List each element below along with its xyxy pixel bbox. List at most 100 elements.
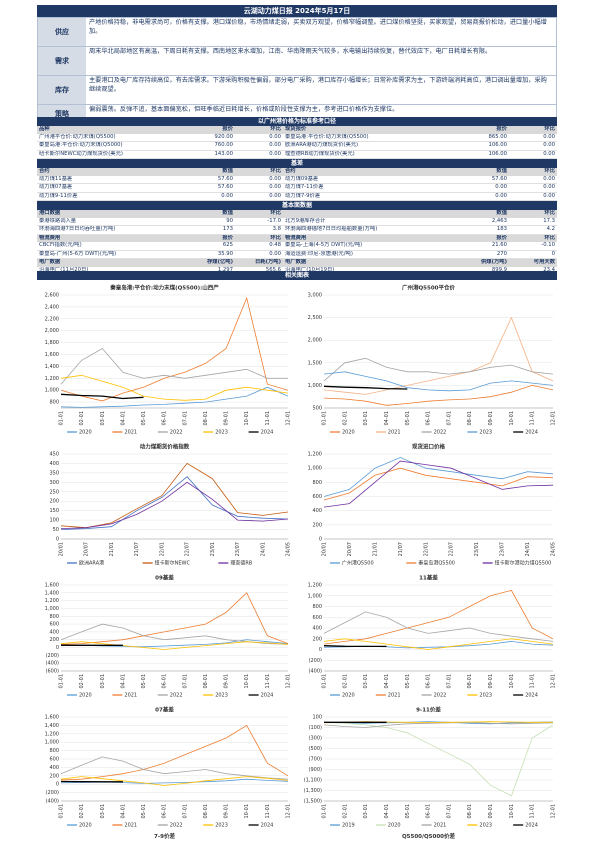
y-tick-label: 400 [312,508,322,514]
series-line [323,385,408,390]
legend-label: 2021 [124,693,137,699]
legend-label: 2023 [479,823,492,829]
footer-chart-title: Q5500/Q5000价差 [402,834,455,840]
header-cell: 电厂数据 [283,258,461,267]
table-cell: 0.00 [269,192,281,199]
table-cell: 0.48 [269,242,281,248]
y-tick-label: (200) [46,790,59,796]
summary-label: 供应 [38,18,86,46]
table-cell: 欧洲ARA港动力煤现货价(美元) [285,142,359,148]
table-cell: 90 [226,217,233,224]
x-tick-label: 11-01 [530,804,536,819]
header-row: 物流费用 报价 环比 物流费用 报价 环比 [37,234,557,242]
y-tick-label: 450 [49,452,59,458]
table-cell: 动力煤11基差 [39,175,73,182]
x-tick-label: 22/01 [159,542,165,556]
table-cell: 0.00 [269,250,281,257]
x-tick-label: 12-01 [551,674,557,689]
x-tick-label: 06-01 [162,674,168,689]
y-tick-label: 2,400 [45,304,59,310]
summary-row: 需求 周末华北局部地区有高温，下周日耗有支撑。西南地区来水增加，江南、华南降雨天气… [38,47,556,76]
x-tick-label: 08-01 [467,674,473,689]
header-cell: 数值 [461,210,509,218]
y-tick-label: 400 [49,765,59,771]
y-tick-label: 100 [312,715,322,721]
table-cell: 0.00 [495,184,507,190]
table-cell: 0.00 [543,175,555,182]
y-tick-label: 1,400 [45,723,59,729]
x-tick-label: 04-01 [120,411,126,426]
table-cell: 57.60 [217,184,233,190]
y-tick-label: 2,500 [308,315,322,321]
header-cell: 可用天数 [509,258,557,267]
x-tick-label: 03-01 [100,411,106,426]
table-row: 纽卡斯尔NEWC动力煤现货价(美元) 143.00 0.00 理查德RB动力煤现货价(… [37,150,557,159]
series-line [60,393,144,400]
legend-label: 2023 [215,823,228,829]
x-tick-label: 09-01 [488,674,494,689]
x-tick-label: 21/01 [372,542,378,556]
legend-label: 2024 [261,430,274,436]
y-tick-label: 150 [49,508,59,514]
series-line [323,721,554,728]
y-tick-label: 1,000 [308,466,322,472]
x-tick-label: 07-01 [446,411,452,426]
data-table: 合约 数值 环比 合约 数值 环比 动力煤11基差 57.60 0.00 动力煤09基差 57.60… [37,168,557,201]
section-title: 基差 [37,159,557,168]
section-title: 以广州港价格为标准参考口径 [37,117,557,126]
legend-label: 2020 [79,693,92,699]
table-cell: 动力煤07基差 [39,184,73,190]
y-tick-label: (1,500) [304,799,322,805]
y-tick-label: (400) [46,799,59,805]
table-cell: 环渤海四港7日日均吞吐量(万吨) [39,226,116,232]
y-tick-label: (900) [309,767,322,773]
x-tick-label: 03-01 [363,804,369,819]
y-tick-label: 400 [49,629,59,635]
table-cell: 0.00 [543,133,555,140]
chart-title: 09基差 [155,574,174,582]
series-line [323,371,554,392]
x-tick-label: 23/07 [500,542,506,556]
x-tick-label: 04-01 [384,804,390,819]
x-tick-label: 05-01 [141,674,147,689]
series-line [60,481,289,529]
charts-title: 相关图表 [37,271,557,280]
series-line [60,623,289,645]
table-cell: 173 [222,226,233,232]
header-cell [283,210,461,218]
table-cell: 2,463 [491,217,507,224]
table-cell: 北方9港库存合计 [285,217,326,224]
y-tick-label: 800 [49,748,59,754]
table-cell: 秦皇岛港:平仓价:动力末煤(Q5500) [285,133,369,140]
table-cell: 广州港平仓价:动力末煤(Q5500) [39,133,116,140]
y-tick-label: (300) [309,736,322,742]
chart-title: 动力煤期货价格指数 [140,443,190,451]
y-tick-label: 1,000 [45,740,59,746]
table-cell: 0.00 [543,142,555,148]
table-cell: 沿海电厂(11月20日) [39,266,89,273]
header-cell: 数值 [461,168,509,176]
table-cell: 899.9 [491,266,507,273]
chart-title: 07基差 [155,706,174,714]
x-tick-label: 02-01 [79,804,85,819]
x-tick-label: 10-01 [509,411,515,426]
table-cell: 0.00 [269,184,281,190]
y-tick-label: 600 [49,622,59,628]
x-tick-label: 04-01 [384,674,390,689]
x-tick-label: 24/01 [260,542,266,556]
series-line [323,638,554,650]
series-line [323,384,554,406]
y-tick-label: 1,000 [45,388,59,394]
x-tick-label: 12-01 [286,411,292,426]
table-cell: 270 [496,250,507,257]
table-cell: 0.00 [543,150,555,157]
legend-label: 2021 [124,430,137,436]
series-line [60,724,289,781]
legend-label: 2024 [525,823,538,829]
header-cell: 日耗(万吨) [235,258,283,267]
legend-label: 2019 [342,823,355,829]
table-cell: -0.10 [541,242,555,248]
legend-label: 纽卡斯尔NEWC [155,560,191,567]
series-line [60,776,289,786]
